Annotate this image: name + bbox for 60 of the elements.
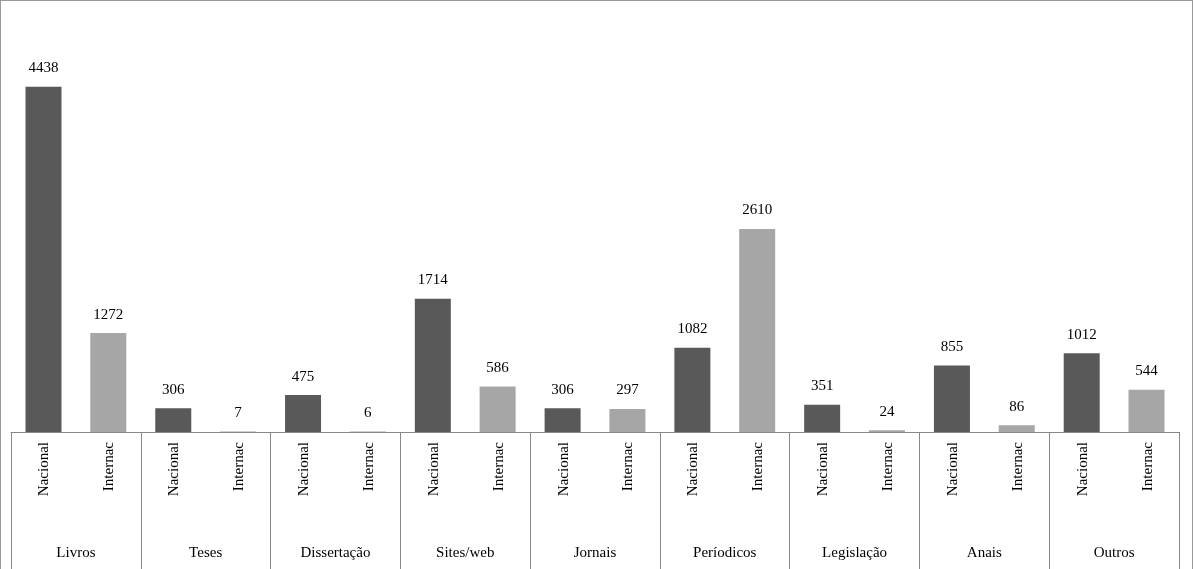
bar (544, 408, 581, 432)
data-label: 6 (364, 404, 373, 421)
bar (674, 347, 711, 432)
x-tick-label: Outros (1093, 543, 1135, 560)
text: Nacional (35, 442, 52, 497)
text: Nacional (1073, 442, 1090, 497)
bar (804, 404, 841, 432)
data-label: 1082 (677, 320, 708, 337)
text: Nacional (424, 442, 441, 497)
data-label: 855 (940, 337, 964, 354)
data-label: 86 (1009, 397, 1025, 414)
text: Nacional (295, 442, 311, 497)
data-label: 544 (1135, 362, 1159, 379)
x-tick-label: Períodicos (693, 543, 757, 560)
data-label: 24 (879, 402, 895, 419)
data-label: 7 (234, 403, 243, 420)
text: Internac (100, 441, 117, 492)
data-label: 1714 (417, 271, 449, 288)
bar (933, 365, 970, 432)
text: Internac (1008, 442, 1025, 492)
x-tick-label: Livros (56, 543, 96, 560)
text: Internac (619, 442, 636, 492)
text: Nacional (684, 442, 701, 497)
text: Internac (749, 442, 766, 492)
bar (155, 408, 192, 432)
text: Internac (1138, 442, 1155, 492)
data-label: 297 (616, 381, 640, 398)
bar (998, 425, 1035, 432)
text: Nacional (165, 442, 182, 497)
data-label: 4438 (28, 59, 59, 76)
text: Internac (489, 442, 506, 492)
bar (285, 395, 322, 432)
x-tick-label: Legislação (822, 543, 888, 560)
bar (1128, 389, 1165, 432)
bar (414, 298, 451, 432)
data-label: 306 (162, 380, 186, 397)
data-label: 2610 (742, 201, 773, 218)
x-tick-label: Sites/web (436, 543, 495, 560)
text: Nacional (814, 442, 831, 497)
text: Nacional (554, 442, 571, 497)
text: Nacional (943, 442, 960, 497)
data-label: 475 (291, 367, 315, 384)
data-label: 1272 (93, 305, 124, 322)
data-label: 1012 (1066, 325, 1097, 342)
x-tick-label: Jornais (573, 543, 617, 560)
bar (479, 386, 516, 432)
text: Internac (359, 442, 376, 492)
bar (609, 408, 646, 432)
bar (1063, 353, 1100, 432)
data-label: 306 (551, 380, 575, 397)
text: Internac (230, 442, 247, 492)
text: Internac (879, 442, 895, 492)
x-tick-label: Teses (189, 543, 223, 560)
x-tick-label: Dissertação (300, 543, 371, 560)
bar (739, 228, 776, 432)
data-label: 351 (810, 377, 834, 394)
x-tick-label: Anais (966, 543, 1002, 560)
data-label: 586 (486, 358, 510, 375)
bar (90, 333, 127, 432)
bar (25, 86, 62, 432)
